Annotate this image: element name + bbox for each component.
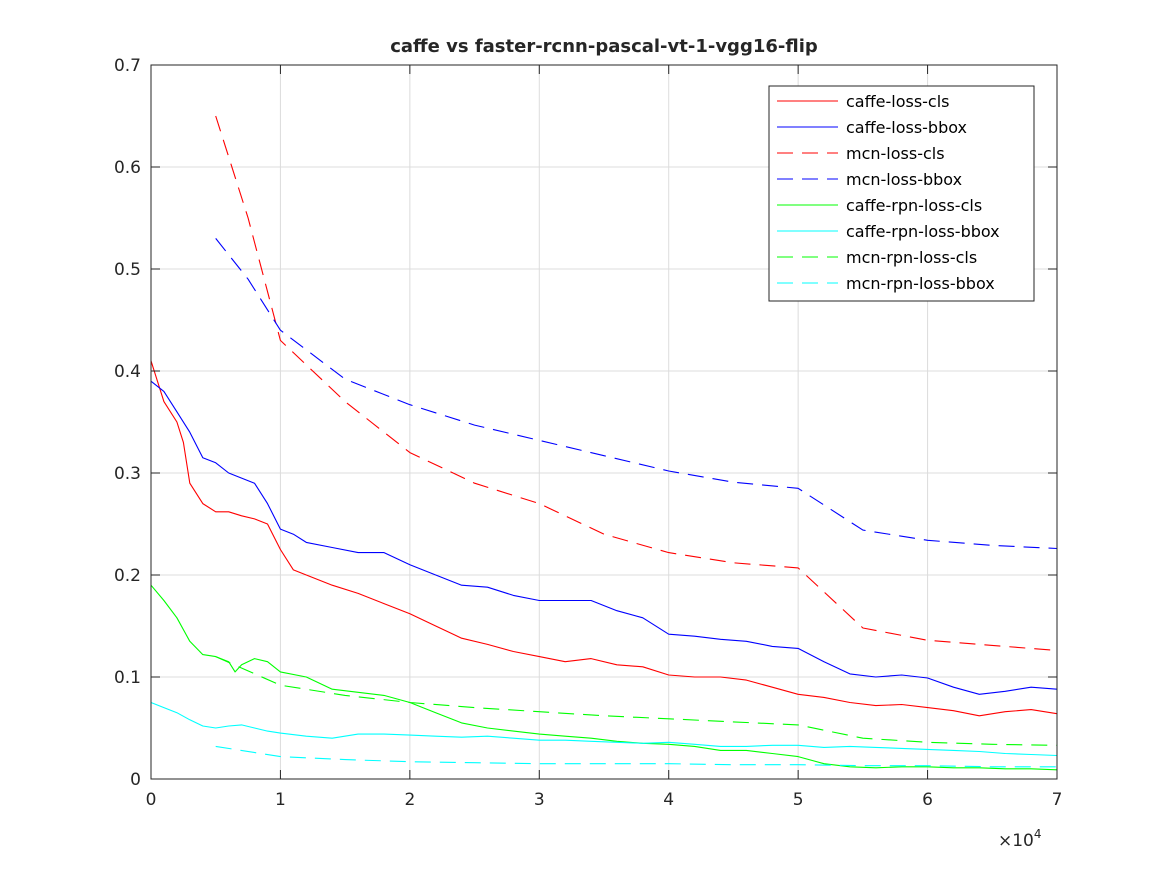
legend-label: mcn-rpn-loss-bbox — [846, 274, 995, 293]
y-tick-label: 0.3 — [114, 464, 141, 484]
legend-label: caffe-loss-cls — [846, 92, 950, 111]
series-line-mcn-loss-bbox — [215, 238, 1058, 550]
x-exponent-power: 4 — [1034, 827, 1042, 841]
y-tick-label: 0.4 — [114, 362, 141, 382]
legend: caffe-loss-cls caffe-loss-bbox mcn-loss-cl… — [768, 85, 1035, 302]
y-tick-label: 0.6 — [114, 158, 141, 178]
series-line-caffe-rpn-loss-bbox — [150, 701, 1058, 757]
x-tick-label: 2 — [404, 790, 415, 810]
x-tick-label: 1 — [275, 790, 286, 810]
legend-label: caffe-loss-bbox — [846, 118, 967, 137]
series-line-caffe-loss-cls — [150, 360, 1058, 717]
y-tick-label: 0.5 — [114, 260, 141, 280]
legend-label: mcn-rpn-loss-cls — [846, 248, 977, 267]
series-line-mcn-loss-cls — [215, 115, 1058, 652]
x-tick-label: 5 — [793, 790, 804, 810]
series-line-mcn-rpn-loss-cls — [215, 656, 1058, 746]
x-tick-label: 6 — [922, 790, 933, 810]
chart-title: caffe vs faster-rcnn-pascal-vt-1-vgg16-f… — [390, 36, 818, 57]
x-tick-label: 3 — [534, 790, 545, 810]
x-tick-label: 7 — [1052, 790, 1063, 810]
legend-label: caffe-rpn-loss-cls — [846, 196, 982, 215]
series-layer — [150, 115, 1058, 771]
legend-label: mcn-loss-cls — [846, 144, 945, 163]
axis-ticks: 0 1 2 3 4 5 6 7 0 0.1 0.2 0.3 0.4 0.5 0.6 0.7 — [114, 56, 1062, 810]
series-line-caffe-loss-bbox — [150, 380, 1058, 695]
y-tick-label: 0.2 — [114, 566, 141, 586]
plot-frame — [150, 64, 1058, 780]
x-tick-label: 4 — [663, 790, 674, 810]
y-tick-label: 0.1 — [114, 668, 141, 688]
y-tick-label: 0 — [130, 770, 141, 790]
x-exponent-label: ×104 — [998, 827, 1042, 851]
series-line-caffe-rpn-loss-cls — [150, 584, 1058, 771]
series-line-mcn-rpn-loss-bbox — [215, 745, 1057, 768]
x-exponent-base: ×10 — [998, 831, 1034, 851]
legend-label: mcn-loss-bbox — [846, 170, 962, 189]
legend-label: caffe-rpn-loss-bbox — [846, 222, 1000, 241]
y-tick-label: 0.7 — [114, 56, 141, 76]
x-tick-label: 0 — [146, 790, 157, 810]
legend-box — [768, 85, 1035, 302]
